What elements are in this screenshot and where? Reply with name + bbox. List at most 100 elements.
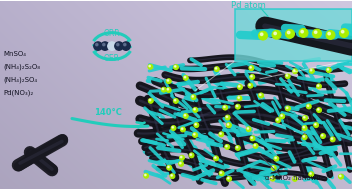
Circle shape <box>171 175 172 176</box>
Circle shape <box>248 83 253 88</box>
Circle shape <box>280 114 285 119</box>
Circle shape <box>326 68 331 73</box>
Circle shape <box>193 107 198 112</box>
Circle shape <box>149 65 150 67</box>
Circle shape <box>237 105 238 107</box>
Circle shape <box>122 42 130 50</box>
Text: (NH₄)₂S₂O₈: (NH₄)₂S₂O₈ <box>3 64 40 70</box>
Circle shape <box>302 115 308 121</box>
Circle shape <box>328 32 331 35</box>
Text: (NH₄)₂SO₄: (NH₄)₂SO₄ <box>3 77 37 83</box>
Circle shape <box>167 80 169 81</box>
Circle shape <box>330 137 335 142</box>
Circle shape <box>293 69 297 74</box>
Circle shape <box>302 125 307 130</box>
Circle shape <box>249 66 254 70</box>
Circle shape <box>303 136 304 137</box>
Circle shape <box>173 98 178 103</box>
Circle shape <box>318 85 319 86</box>
Circle shape <box>326 30 335 40</box>
Circle shape <box>225 144 230 149</box>
Circle shape <box>193 132 197 137</box>
Circle shape <box>238 97 239 98</box>
Circle shape <box>219 132 224 137</box>
Circle shape <box>321 135 323 136</box>
Circle shape <box>227 176 232 181</box>
Circle shape <box>220 172 221 173</box>
Circle shape <box>181 156 182 158</box>
Circle shape <box>249 84 250 86</box>
Circle shape <box>174 99 176 101</box>
Text: MnSO₄: MnSO₄ <box>3 51 26 57</box>
Circle shape <box>286 75 288 76</box>
Circle shape <box>237 96 242 101</box>
Circle shape <box>167 88 169 90</box>
Circle shape <box>293 176 297 181</box>
Circle shape <box>226 146 227 147</box>
Circle shape <box>287 107 288 108</box>
Circle shape <box>260 33 263 36</box>
Circle shape <box>272 167 274 168</box>
Circle shape <box>227 124 229 125</box>
Circle shape <box>161 87 166 92</box>
Circle shape <box>190 154 191 155</box>
Circle shape <box>299 29 308 37</box>
Text: 140°C: 140°C <box>94 108 122 117</box>
Circle shape <box>331 138 333 139</box>
Circle shape <box>166 79 171 84</box>
Circle shape <box>302 135 307 140</box>
Circle shape <box>94 42 102 50</box>
Circle shape <box>184 115 186 116</box>
Circle shape <box>102 43 105 46</box>
Circle shape <box>276 118 281 123</box>
Circle shape <box>259 93 264 98</box>
Text: Pd(NO₃)₂: Pd(NO₃)₂ <box>3 89 33 96</box>
Circle shape <box>180 155 184 160</box>
Circle shape <box>307 105 309 106</box>
Circle shape <box>183 75 188 80</box>
Circle shape <box>226 123 231 128</box>
Circle shape <box>124 43 126 46</box>
Circle shape <box>285 106 290 111</box>
Circle shape <box>167 165 172 170</box>
Circle shape <box>166 88 171 92</box>
Circle shape <box>220 133 221 134</box>
Circle shape <box>250 136 255 141</box>
Circle shape <box>253 143 258 148</box>
Circle shape <box>236 146 238 148</box>
Circle shape <box>251 137 252 138</box>
Circle shape <box>96 43 98 46</box>
Circle shape <box>215 68 217 69</box>
Circle shape <box>318 109 319 110</box>
Circle shape <box>303 126 304 128</box>
Circle shape <box>182 128 183 129</box>
Circle shape <box>174 65 178 70</box>
Circle shape <box>309 68 314 73</box>
Circle shape <box>339 174 344 179</box>
Circle shape <box>294 177 295 179</box>
Circle shape <box>215 157 216 158</box>
Circle shape <box>223 105 228 110</box>
Circle shape <box>316 108 322 113</box>
Circle shape <box>191 95 196 100</box>
Circle shape <box>340 175 341 177</box>
Circle shape <box>168 166 169 168</box>
Circle shape <box>314 123 319 128</box>
Circle shape <box>294 70 295 71</box>
Circle shape <box>285 29 295 38</box>
Circle shape <box>309 172 314 177</box>
Circle shape <box>148 98 153 103</box>
Circle shape <box>117 43 119 46</box>
Circle shape <box>247 128 249 129</box>
Circle shape <box>310 173 311 174</box>
Text: α-MnO₂ nanowire: α-MnO₂ nanowire <box>265 175 325 181</box>
Circle shape <box>144 173 149 178</box>
Circle shape <box>101 42 109 50</box>
Circle shape <box>195 124 196 125</box>
Circle shape <box>148 64 153 69</box>
Circle shape <box>239 86 240 87</box>
Circle shape <box>149 99 151 101</box>
Circle shape <box>260 94 261 95</box>
Circle shape <box>170 174 175 179</box>
Circle shape <box>258 31 268 40</box>
